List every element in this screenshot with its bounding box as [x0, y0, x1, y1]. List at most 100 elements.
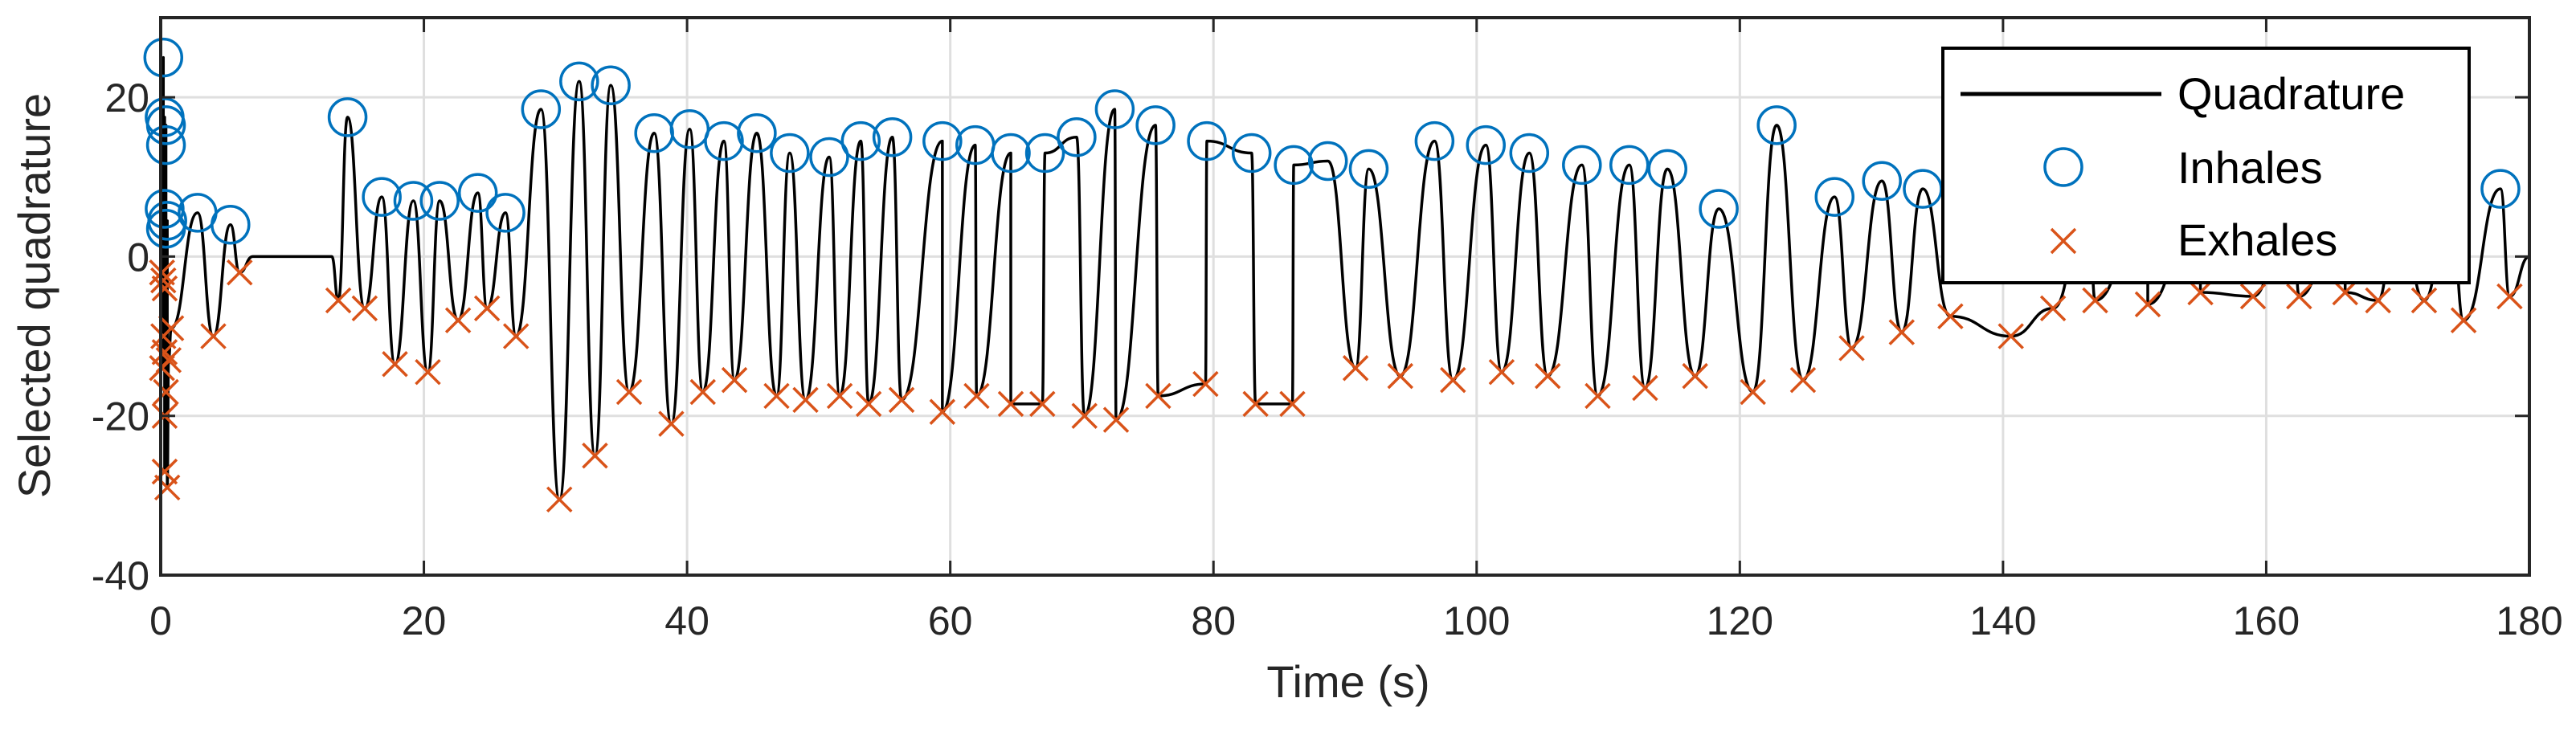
exhale-marker: [658, 410, 685, 437]
exhale-marker: [1102, 406, 1130, 433]
legend-label-inhales: Inhales: [2177, 142, 2323, 193]
inhale-marker: [809, 137, 849, 178]
exhale-marker: [1242, 390, 1269, 418]
y-tick-label: -20: [92, 394, 149, 439]
exhale-marker: [415, 358, 441, 386]
x-tick-label: 100: [1443, 598, 1510, 643]
inhale-marker: [1024, 133, 1065, 174]
x-axis-title: Time (s): [1266, 656, 1429, 707]
x-tick-label: 180: [2496, 598, 2562, 643]
exhale-marker: [157, 315, 185, 341]
inhale-marker: [1307, 141, 1348, 182]
inhale-marker: [1756, 105, 1797, 145]
exhale-marker: [502, 323, 530, 349]
exhale-marker: [2450, 307, 2477, 333]
exhale-marker: [689, 378, 717, 406]
exhale-marker: [1682, 362, 1708, 390]
inhale-marker: [2480, 169, 2521, 209]
x-tick-label: 80: [1191, 598, 1236, 643]
inhale-marker: [1647, 149, 1688, 190]
exhale-marker: [151, 339, 178, 365]
exhale-marker: [721, 366, 748, 394]
exhale-marker: [382, 351, 408, 378]
x-tick-label: 0: [149, 598, 172, 643]
legend-box: [1941, 47, 2471, 284]
exhale-marker: [150, 267, 177, 294]
exhale-marker: [151, 275, 178, 302]
inhale-marker: [1562, 145, 1602, 186]
plot-frame: [159, 16, 2531, 577]
exhale-marker: [1838, 335, 1865, 361]
exhale-marker: [1440, 366, 1466, 394]
inhale-marker: [327, 97, 368, 137]
exhale-marker: [615, 378, 643, 406]
legend-label-quadrature: Quadrature: [2177, 68, 2405, 119]
exhale-marker: [1387, 362, 1414, 390]
inhale-marker: [922, 120, 963, 161]
inhale-marker: [559, 61, 599, 102]
inhale-marker: [991, 133, 1031, 174]
exhale-marker: [763, 382, 790, 410]
inhale-marker: [211, 205, 251, 245]
exhale-marker: [582, 443, 608, 469]
exhale-marker: [929, 398, 956, 425]
legend-exhales-swatch: [2050, 227, 2077, 255]
exhale-marker: [2039, 295, 2067, 322]
exhale-marker: [855, 390, 882, 418]
inhale-marker: [1509, 133, 1550, 174]
inhale-marker: [591, 65, 631, 106]
legend: Quadrature Inhales Exhales: [1941, 47, 2471, 284]
inhale-marker: [362, 177, 402, 217]
y-tick-label: 20: [104, 76, 149, 120]
inhale-marker: [145, 125, 186, 165]
exhale-marker: [2332, 279, 2358, 306]
exhale-marker: [1937, 303, 1964, 330]
x-tick-label: 140: [1969, 598, 2036, 643]
exhale-marker: [2365, 287, 2391, 314]
inhale-marker: [419, 181, 460, 221]
y-tick-labels: -40 -20 0 20: [92, 76, 149, 598]
exhale-marker: [1279, 390, 1306, 418]
y-tick-label: -40: [92, 553, 149, 598]
exhale-marker: [1534, 362, 1561, 390]
exhale-marker: [1632, 374, 1658, 402]
inhale-marker: [1414, 120, 1455, 161]
inhale-marker: [840, 120, 881, 161]
x-tick-label: 20: [402, 598, 447, 643]
exhale-marker: [1029, 390, 1056, 418]
exhale-marker: [546, 486, 573, 513]
inhale-marker: [1699, 189, 1739, 229]
exhale-marker: [153, 378, 179, 406]
axes: [159, 16, 2531, 577]
x-tick-label: 160: [2233, 598, 2300, 643]
exhale-marker: [2496, 283, 2523, 310]
exhale-marker: [1584, 382, 1611, 410]
inhale-marker: [485, 193, 525, 233]
inhale-marker: [1094, 89, 1135, 129]
y-tick-label: 0: [127, 235, 149, 280]
exhale-marker: [1997, 323, 2024, 349]
exhale-marker: [1071, 402, 1098, 429]
inhale-marker: [1274, 145, 1314, 186]
exhale-marker: [826, 382, 853, 410]
legend-inhales-swatch: [2043, 147, 2083, 187]
legend-exhales-x: [2050, 227, 2077, 255]
inhale-marker: [1903, 169, 1943, 209]
inhale-marker: [1135, 105, 1176, 145]
exhale-marker: [2286, 283, 2312, 310]
inhale-marker: [143, 37, 184, 78]
exhale-marker: [997, 390, 1024, 418]
exhale-marker: [2410, 287, 2438, 314]
exhale-marker: [1789, 366, 1817, 394]
inhale-marker: [1466, 125, 1506, 165]
x-tick-label: 120: [1707, 598, 1773, 643]
inhale-marker: [145, 105, 186, 145]
exhale-marker: [200, 323, 227, 349]
inhale-marker: [393, 181, 434, 221]
exhale-marker: [1488, 358, 1515, 386]
x-tick-label: 40: [664, 598, 709, 643]
inhale-marker: [521, 89, 562, 129]
exhale-marker: [2187, 279, 2214, 306]
exhale-marker: [351, 295, 378, 322]
